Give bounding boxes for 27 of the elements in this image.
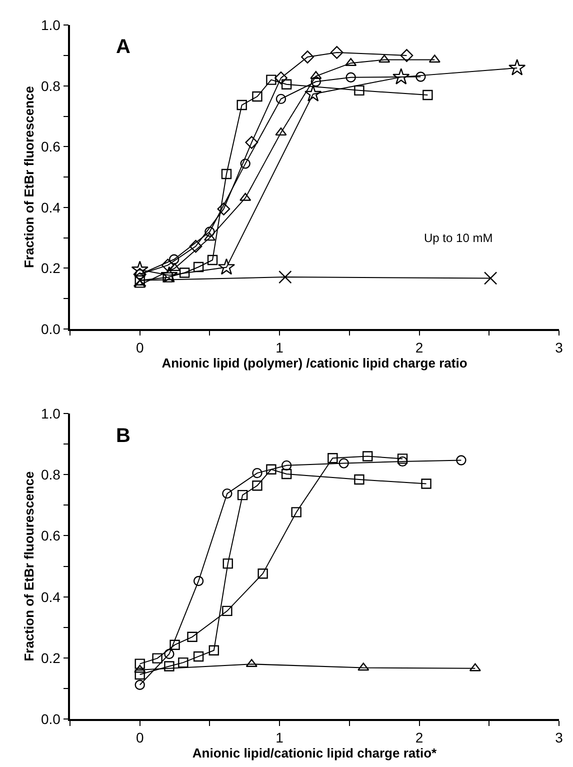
y-axis-title: Fraction of EtBr fluorescence [21, 86, 36, 268]
y-tick-label: 0.0 [40, 320, 61, 337]
y-axis-title: Fraction of EtBr fluourescence [21, 471, 36, 662]
x-axis-title: Anionic lipid (polymer) /cationic lipid charge ratio [162, 356, 468, 371]
y-tick-label: 1.0 [40, 17, 61, 33]
x-axis-title: Anionic lipid/cationic lipid charge ratio* [192, 746, 438, 761]
y-tick-label: 0.2 [40, 260, 61, 276]
text: A [116, 36, 130, 58]
y-tick-label: 0.2 [40, 650, 61, 666]
y-tick-label: 0.6 [40, 138, 61, 155]
y-tick-label: 0.8 [40, 78, 61, 94]
y-tick-label: 0.8 [40, 466, 61, 482]
y-tick-label: 0.6 [40, 528, 61, 544]
y-tick-label: 0.4 [40, 588, 61, 605]
y-tick-label: 0.0 [40, 711, 61, 728]
y-tick-label: 1.0 [40, 405, 61, 422]
annotation: Up to 10 mM [424, 231, 493, 245]
x-tick-label: 2 [415, 730, 424, 746]
y-tick-label: 0.4 [40, 199, 61, 216]
x-tick-label: 3 [555, 730, 564, 746]
x-tick-label: 0 [136, 340, 144, 356]
x-tick-label: 2 [415, 340, 424, 356]
text: B [116, 425, 130, 447]
x-tick-label: 1 [276, 730, 284, 746]
x-tick-label: 1 [276, 340, 284, 356]
x-tick-label: 3 [555, 340, 564, 356]
x-tick-label: 0 [136, 730, 144, 746]
